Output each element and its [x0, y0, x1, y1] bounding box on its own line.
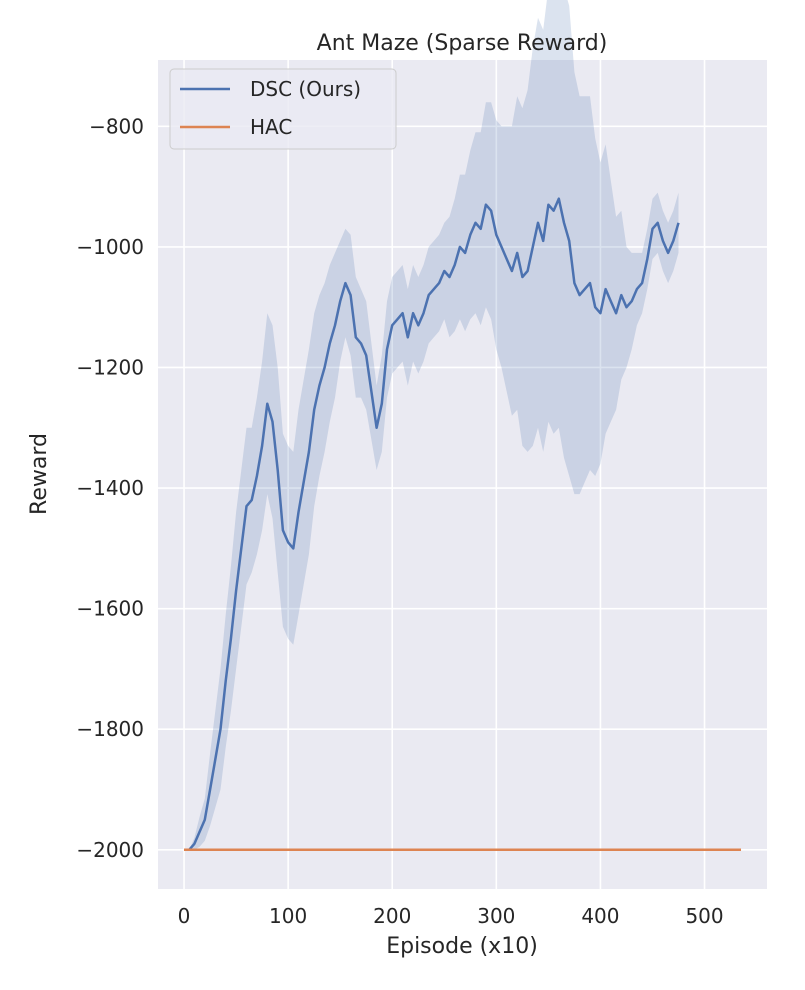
series-line-0: [184, 197, 680, 852]
plot-area: [158, 60, 767, 889]
y-tick-label: −1400: [76, 476, 144, 500]
y-tick-label: −2000: [76, 838, 144, 862]
y-tick-label: −800: [89, 114, 144, 138]
y-tick-label: −1000: [76, 235, 144, 259]
y-tick-labels: −800 −1000 −1200 −1400 −1600 −1800 −2000: [76, 114, 144, 861]
legend-label-dsc: DSC (Ours): [250, 77, 361, 101]
y-axis-label: Reward: [27, 433, 52, 515]
x-axis-label: Episode (x10): [386, 934, 538, 959]
x-tick-label: 500: [685, 904, 723, 928]
x-tick-label: 200: [373, 904, 411, 928]
y-tick-label: −1200: [76, 355, 144, 379]
y-tick-label: −1800: [76, 717, 144, 741]
grid: [158, 60, 767, 889]
legend-label-hac: HAC: [250, 115, 292, 139]
x-tick-labels: 0 100 200 300 400 500: [178, 904, 724, 928]
y-tick-label: −1600: [76, 597, 144, 621]
series-lines: [184, 197, 741, 852]
confidence-bands: [184, 0, 679, 850]
x-tick-label: 300: [477, 904, 515, 928]
confidence-band-series-0: [184, 0, 679, 850]
legend: DSC (Ours) HAC: [169, 68, 397, 150]
x-tick-label: 100: [269, 904, 307, 928]
x-tick-label: 0: [178, 904, 191, 928]
x-tick-label: 400: [581, 904, 619, 928]
chart-title: Ant Maze (Sparse Reward): [317, 31, 608, 56]
